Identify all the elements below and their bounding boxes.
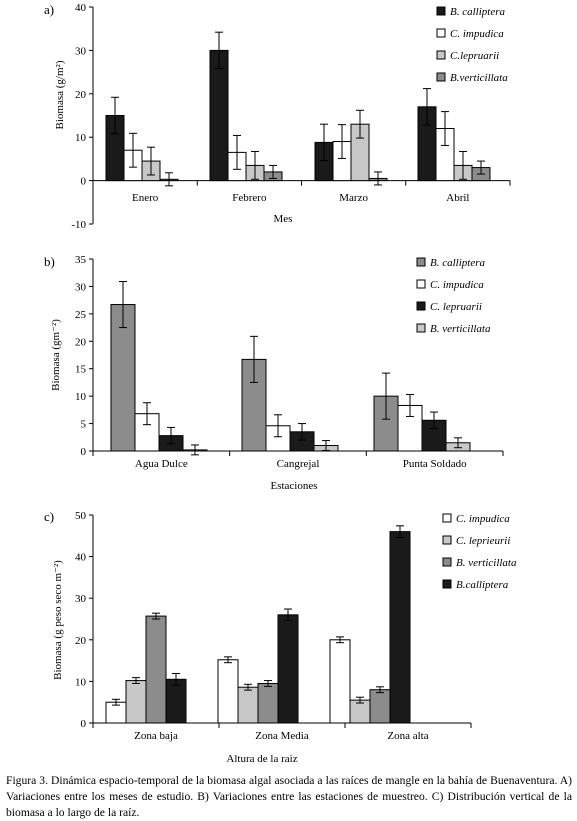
- x-category-label: Cangrejal: [277, 458, 320, 470]
- bar: [257, 682, 279, 724]
- y-tick-label: 25: [75, 309, 87, 321]
- bar: [110, 304, 136, 452]
- x-category-label: Febrero: [232, 192, 267, 204]
- y-tick-label: 30: [75, 281, 87, 293]
- y-tick-label: 0: [81, 446, 87, 458]
- y-tick-label: 40: [75, 552, 87, 564]
- bar: [349, 699, 371, 724]
- y-tick-label: 5: [81, 419, 87, 431]
- panel-c-label: c): [44, 509, 54, 524]
- legend-swatch: [442, 535, 452, 545]
- panel-b-label: b): [44, 254, 55, 269]
- bar: [237, 686, 259, 724]
- panel-b-ylabel: Biomasa (gm⁻²): [50, 319, 62, 391]
- legend-label: C. lepruarii: [430, 301, 482, 313]
- y-tick-label: 0: [81, 718, 87, 730]
- y-tick-label: 0: [81, 176, 87, 188]
- panel-a-biomass-by-month: a) Biomasa (g/m²) Mes -10 0 10 20 30 40 Enero F…: [44, 2, 511, 231]
- panel-c-xlabel: Altura de la raiz: [226, 753, 297, 765]
- panel-a-xlabel: Mes: [274, 213, 293, 225]
- y-tick-label: 30: [75, 593, 87, 605]
- panel-c-ylabel: Biomasa (g peso seco m⁻²): [52, 560, 64, 680]
- bar: [217, 659, 239, 724]
- legend-swatch: [436, 6, 446, 16]
- legend-label: B. verticillata: [456, 557, 517, 569]
- x-category-label: Marzo: [339, 192, 368, 204]
- bar: [209, 49, 229, 182]
- y-tick-label: 20: [75, 89, 87, 101]
- y-tick-label: 10: [75, 676, 87, 688]
- legend-swatch: [442, 579, 452, 589]
- legend-label: C. impudica: [456, 513, 510, 525]
- bar: [125, 680, 147, 724]
- figure-caption: Figura 3. Dinámica espacio-temporal de l…: [6, 774, 572, 819]
- legend-label: C.lepruarii: [450, 50, 499, 62]
- y-tick-label: 50: [75, 510, 87, 522]
- x-category-label: Punta Soldado: [403, 458, 467, 470]
- legend-label: B. calliptera: [430, 257, 485, 269]
- bar: [165, 678, 187, 724]
- legend-label: B. verticillata: [430, 323, 491, 335]
- y-tick-label: 30: [75, 45, 87, 57]
- x-category-label: Enero: [132, 192, 159, 204]
- y-tick-label: 15: [75, 364, 87, 376]
- x-category-label: Zona Media: [255, 730, 309, 742]
- bar: [329, 639, 351, 724]
- legend-swatch: [442, 513, 452, 523]
- y-tick-label: 35: [75, 254, 87, 266]
- bar: [145, 615, 167, 724]
- bar: [369, 689, 391, 724]
- legend-swatch: [416, 257, 426, 267]
- x-category-label: Zona baja: [134, 730, 178, 742]
- legend-label: C. impudica: [450, 28, 504, 40]
- y-tick-label: 10: [75, 391, 87, 403]
- legend-swatch: [436, 72, 446, 82]
- x-category-label: Abril: [446, 192, 469, 204]
- x-category-label: Agua Dulce: [135, 458, 188, 470]
- x-category-label: Zona alta: [387, 730, 428, 742]
- legend-label: B.calliptera: [456, 579, 509, 591]
- legend-swatch: [442, 557, 452, 567]
- legend-swatch: [436, 50, 446, 60]
- legend-swatch: [436, 28, 446, 38]
- y-tick-label: 10: [75, 132, 87, 144]
- legend-swatch: [416, 279, 426, 289]
- legend-label: B. calliptera: [450, 6, 505, 18]
- legend-label: C. impudica: [430, 279, 484, 291]
- bar: [277, 614, 299, 724]
- legend-swatch: [416, 323, 426, 333]
- y-tick-label: 40: [75, 2, 87, 14]
- y-tick-label: 20: [75, 635, 87, 647]
- y-tick-label: 20: [75, 336, 87, 348]
- y-tick-label: -10: [71, 219, 86, 231]
- figure-charts: a) Biomasa (g/m²) Mes -10 0 10 20 30 40 Enero F…: [44, 2, 517, 765]
- legend-label: C. leprieurii: [456, 535, 510, 547]
- panel-b-xlabel: Estaciones: [270, 480, 317, 492]
- panel-c-biomass-by-root-height: c) Biomasa (g peso seco m⁻²) Altura de l…: [44, 509, 517, 765]
- bar: [265, 425, 291, 452]
- legend-label: B.verticillata: [450, 72, 508, 84]
- bar: [389, 531, 411, 724]
- panel-a-label: a): [44, 2, 54, 17]
- panel-a-ylabel: Biomasa (g/m²): [54, 60, 66, 129]
- panel-b-biomass-by-station: b) Biomasa (gm⁻²) Estaciones 0 5 10 15 20 25 3…: [44, 254, 504, 492]
- legend-swatch: [416, 301, 426, 311]
